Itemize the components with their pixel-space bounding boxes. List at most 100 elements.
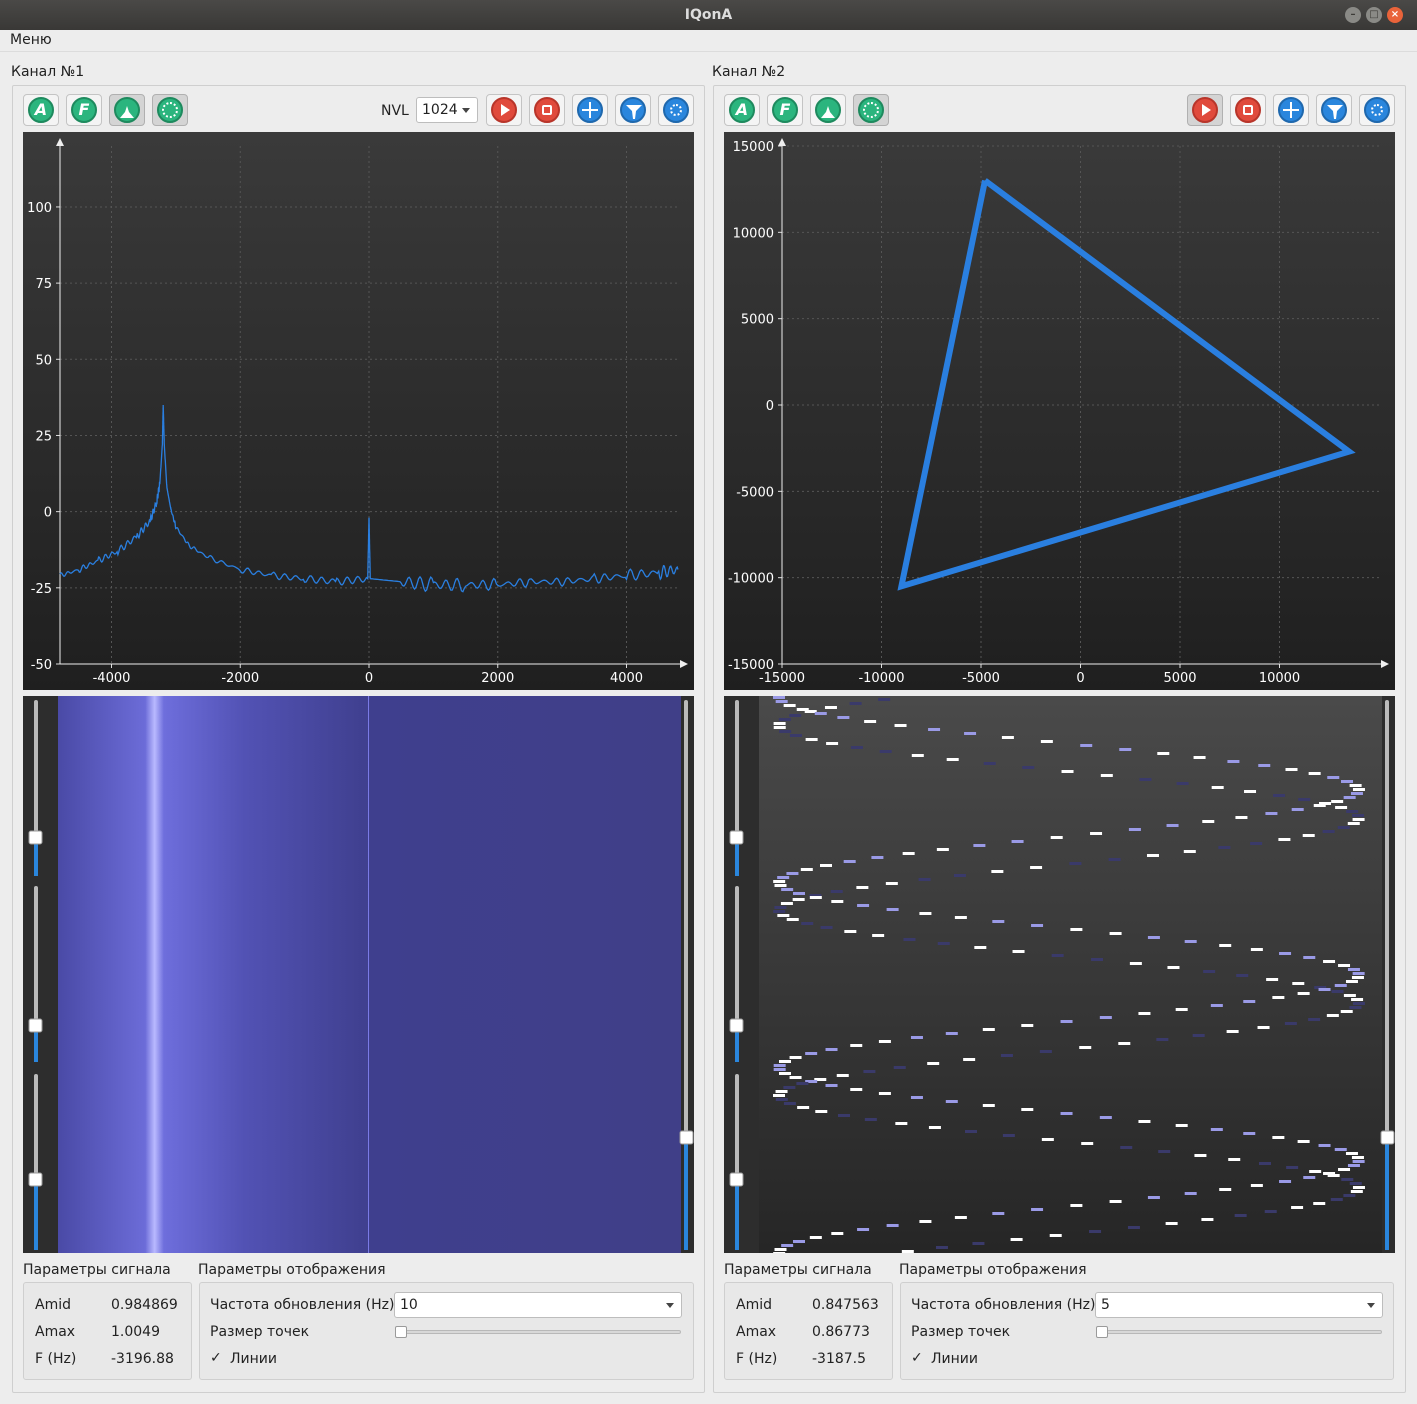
waterfall-dash bbox=[1234, 1214, 1247, 1217]
waterfall-dash bbox=[789, 1076, 802, 1079]
constellation-icon bbox=[157, 97, 183, 123]
waterfall-dash bbox=[1146, 854, 1159, 857]
auto-scale-button[interactable]: A bbox=[724, 94, 760, 126]
waterfall-dash bbox=[1001, 736, 1014, 739]
waterfall-dash bbox=[1346, 810, 1359, 813]
left-slider-2[interactable] bbox=[729, 886, 744, 1062]
filter-button[interactable] bbox=[1316, 94, 1352, 126]
lines-checkbox[interactable]: ✓ bbox=[911, 1350, 923, 1366]
channel-1-spectrum-plot[interactable]: 100 75 50 25 0 -25 -50 -4000 -2000 0 2000 4000 bbox=[23, 132, 694, 690]
waterfall-dash bbox=[1335, 806, 1348, 809]
auto-scale-button[interactable]: A bbox=[23, 94, 59, 126]
close-icon[interactable]: × bbox=[1387, 7, 1403, 23]
waterfall-dash bbox=[886, 908, 899, 911]
waterfall-dash bbox=[1303, 956, 1316, 959]
point-size-label: Размер точек bbox=[210, 1324, 310, 1340]
waterfall-dash bbox=[1258, 1162, 1271, 1165]
waterfall-dash bbox=[1109, 1200, 1122, 1203]
waterfall-dash bbox=[992, 920, 1005, 923]
filter-button[interactable] bbox=[615, 94, 651, 126]
point-size-slider-handle[interactable] bbox=[395, 1326, 407, 1338]
waterfall-dash bbox=[1109, 932, 1122, 935]
stop-button[interactable] bbox=[1230, 94, 1266, 126]
waterfall-dash bbox=[936, 848, 949, 851]
nvl-select[interactable]: 1024 bbox=[416, 97, 478, 123]
waterfall-dash bbox=[775, 1090, 788, 1093]
crosshair-button[interactable] bbox=[572, 94, 608, 126]
right-slider[interactable] bbox=[679, 700, 694, 1250]
settings-button[interactable] bbox=[1359, 94, 1395, 126]
fft-button[interactable]: F bbox=[767, 94, 803, 126]
crosshair-button[interactable] bbox=[1273, 94, 1309, 126]
waterfall-dash bbox=[831, 1232, 844, 1235]
waterfall-dash bbox=[1147, 936, 1160, 939]
waterfall-dash bbox=[773, 722, 786, 725]
waterfall-dash bbox=[1128, 828, 1141, 831]
left-slider-1[interactable] bbox=[729, 700, 744, 876]
x-tick-label: -4000 bbox=[93, 671, 131, 686]
play-button[interactable] bbox=[1187, 94, 1223, 126]
filter-icon bbox=[1321, 97, 1347, 123]
waterfall-dash bbox=[918, 878, 931, 881]
constellation-button[interactable] bbox=[152, 94, 188, 126]
waterfall-dash bbox=[963, 1058, 976, 1061]
waterfall-dash bbox=[789, 734, 802, 737]
waterfall-dash bbox=[1347, 1164, 1360, 1167]
waterfall-dash bbox=[837, 716, 850, 719]
minimize-icon[interactable]: – bbox=[1345, 7, 1361, 23]
x-axis-arrow-icon bbox=[680, 660, 688, 668]
point-size-slider[interactable] bbox=[1097, 1330, 1382, 1334]
left-slider-2[interactable] bbox=[28, 886, 43, 1062]
waterfall-dash bbox=[911, 754, 924, 757]
point-size-slider-handle[interactable] bbox=[1096, 1326, 1108, 1338]
waterfall-dash bbox=[1343, 796, 1356, 799]
waterfall-dash bbox=[1002, 1134, 1015, 1137]
window-title: IQonA bbox=[684, 7, 733, 23]
right-slider[interactable] bbox=[1380, 700, 1395, 1250]
x-axis-ticks: -15000 -10000 -5000 0 5000 10000 bbox=[759, 671, 1300, 686]
waterfall-dash bbox=[1330, 1198, 1343, 1201]
y-axis-ticks: 15000 10000 5000 0 -5000 -10000 -15000 bbox=[728, 140, 774, 673]
waterfall-dash bbox=[1334, 1148, 1347, 1151]
refresh-rate-select[interactable]: 10 bbox=[394, 1292, 682, 1318]
play-icon bbox=[1192, 97, 1218, 123]
stop-icon bbox=[534, 97, 560, 123]
refresh-rate-select[interactable]: 5 bbox=[1095, 1292, 1383, 1318]
left-slider-3[interactable] bbox=[28, 1074, 43, 1250]
constellation-button[interactable] bbox=[853, 94, 889, 126]
left-slider-1[interactable] bbox=[28, 700, 43, 876]
menu-main[interactable]: Меню bbox=[10, 32, 52, 48]
fft-icon: F bbox=[71, 97, 97, 123]
waterfall-dash bbox=[1331, 990, 1344, 993]
fft-button[interactable]: F bbox=[66, 94, 102, 126]
settings-button[interactable] bbox=[658, 94, 694, 126]
waterfall-dash bbox=[1351, 1156, 1364, 1159]
x-tick-label: 10000 bbox=[1259, 671, 1300, 686]
waterfall-dash bbox=[814, 1078, 827, 1081]
play-button[interactable] bbox=[486, 94, 522, 126]
waterfall-dash bbox=[1327, 776, 1340, 779]
spectrum-button[interactable] bbox=[109, 94, 145, 126]
waterfall-dash bbox=[796, 708, 809, 711]
left-slider-3[interactable] bbox=[729, 1074, 744, 1250]
waterfall-dash bbox=[935, 1246, 948, 1249]
signal-params-heading: Параметры сигнала bbox=[724, 1262, 872, 1278]
channel-2-waterfall bbox=[724, 696, 1395, 1253]
waterfall-dash bbox=[797, 1106, 810, 1109]
waterfall-dash bbox=[837, 1114, 850, 1117]
waterfall-dash bbox=[1129, 962, 1142, 965]
param-value: 1.0049 bbox=[111, 1324, 160, 1340]
y-tick-label: 0 bbox=[766, 399, 774, 414]
stop-button[interactable] bbox=[529, 94, 565, 126]
x-tick-label: 2000 bbox=[481, 671, 514, 686]
signal-params-box: Amid 0.847563 Amax 0.86773 F (Hz) -3187.… bbox=[724, 1282, 893, 1380]
waterfall-dash bbox=[773, 910, 786, 913]
waterfall-dash bbox=[885, 882, 898, 885]
lines-checkbox[interactable]: ✓ bbox=[210, 1350, 222, 1366]
point-size-slider[interactable] bbox=[396, 1330, 681, 1334]
spectrum-button[interactable] bbox=[810, 94, 846, 126]
lines-label: Линии bbox=[230, 1351, 277, 1367]
maximize-icon[interactable]: □ bbox=[1366, 7, 1382, 23]
waterfall-dash bbox=[779, 1060, 792, 1063]
